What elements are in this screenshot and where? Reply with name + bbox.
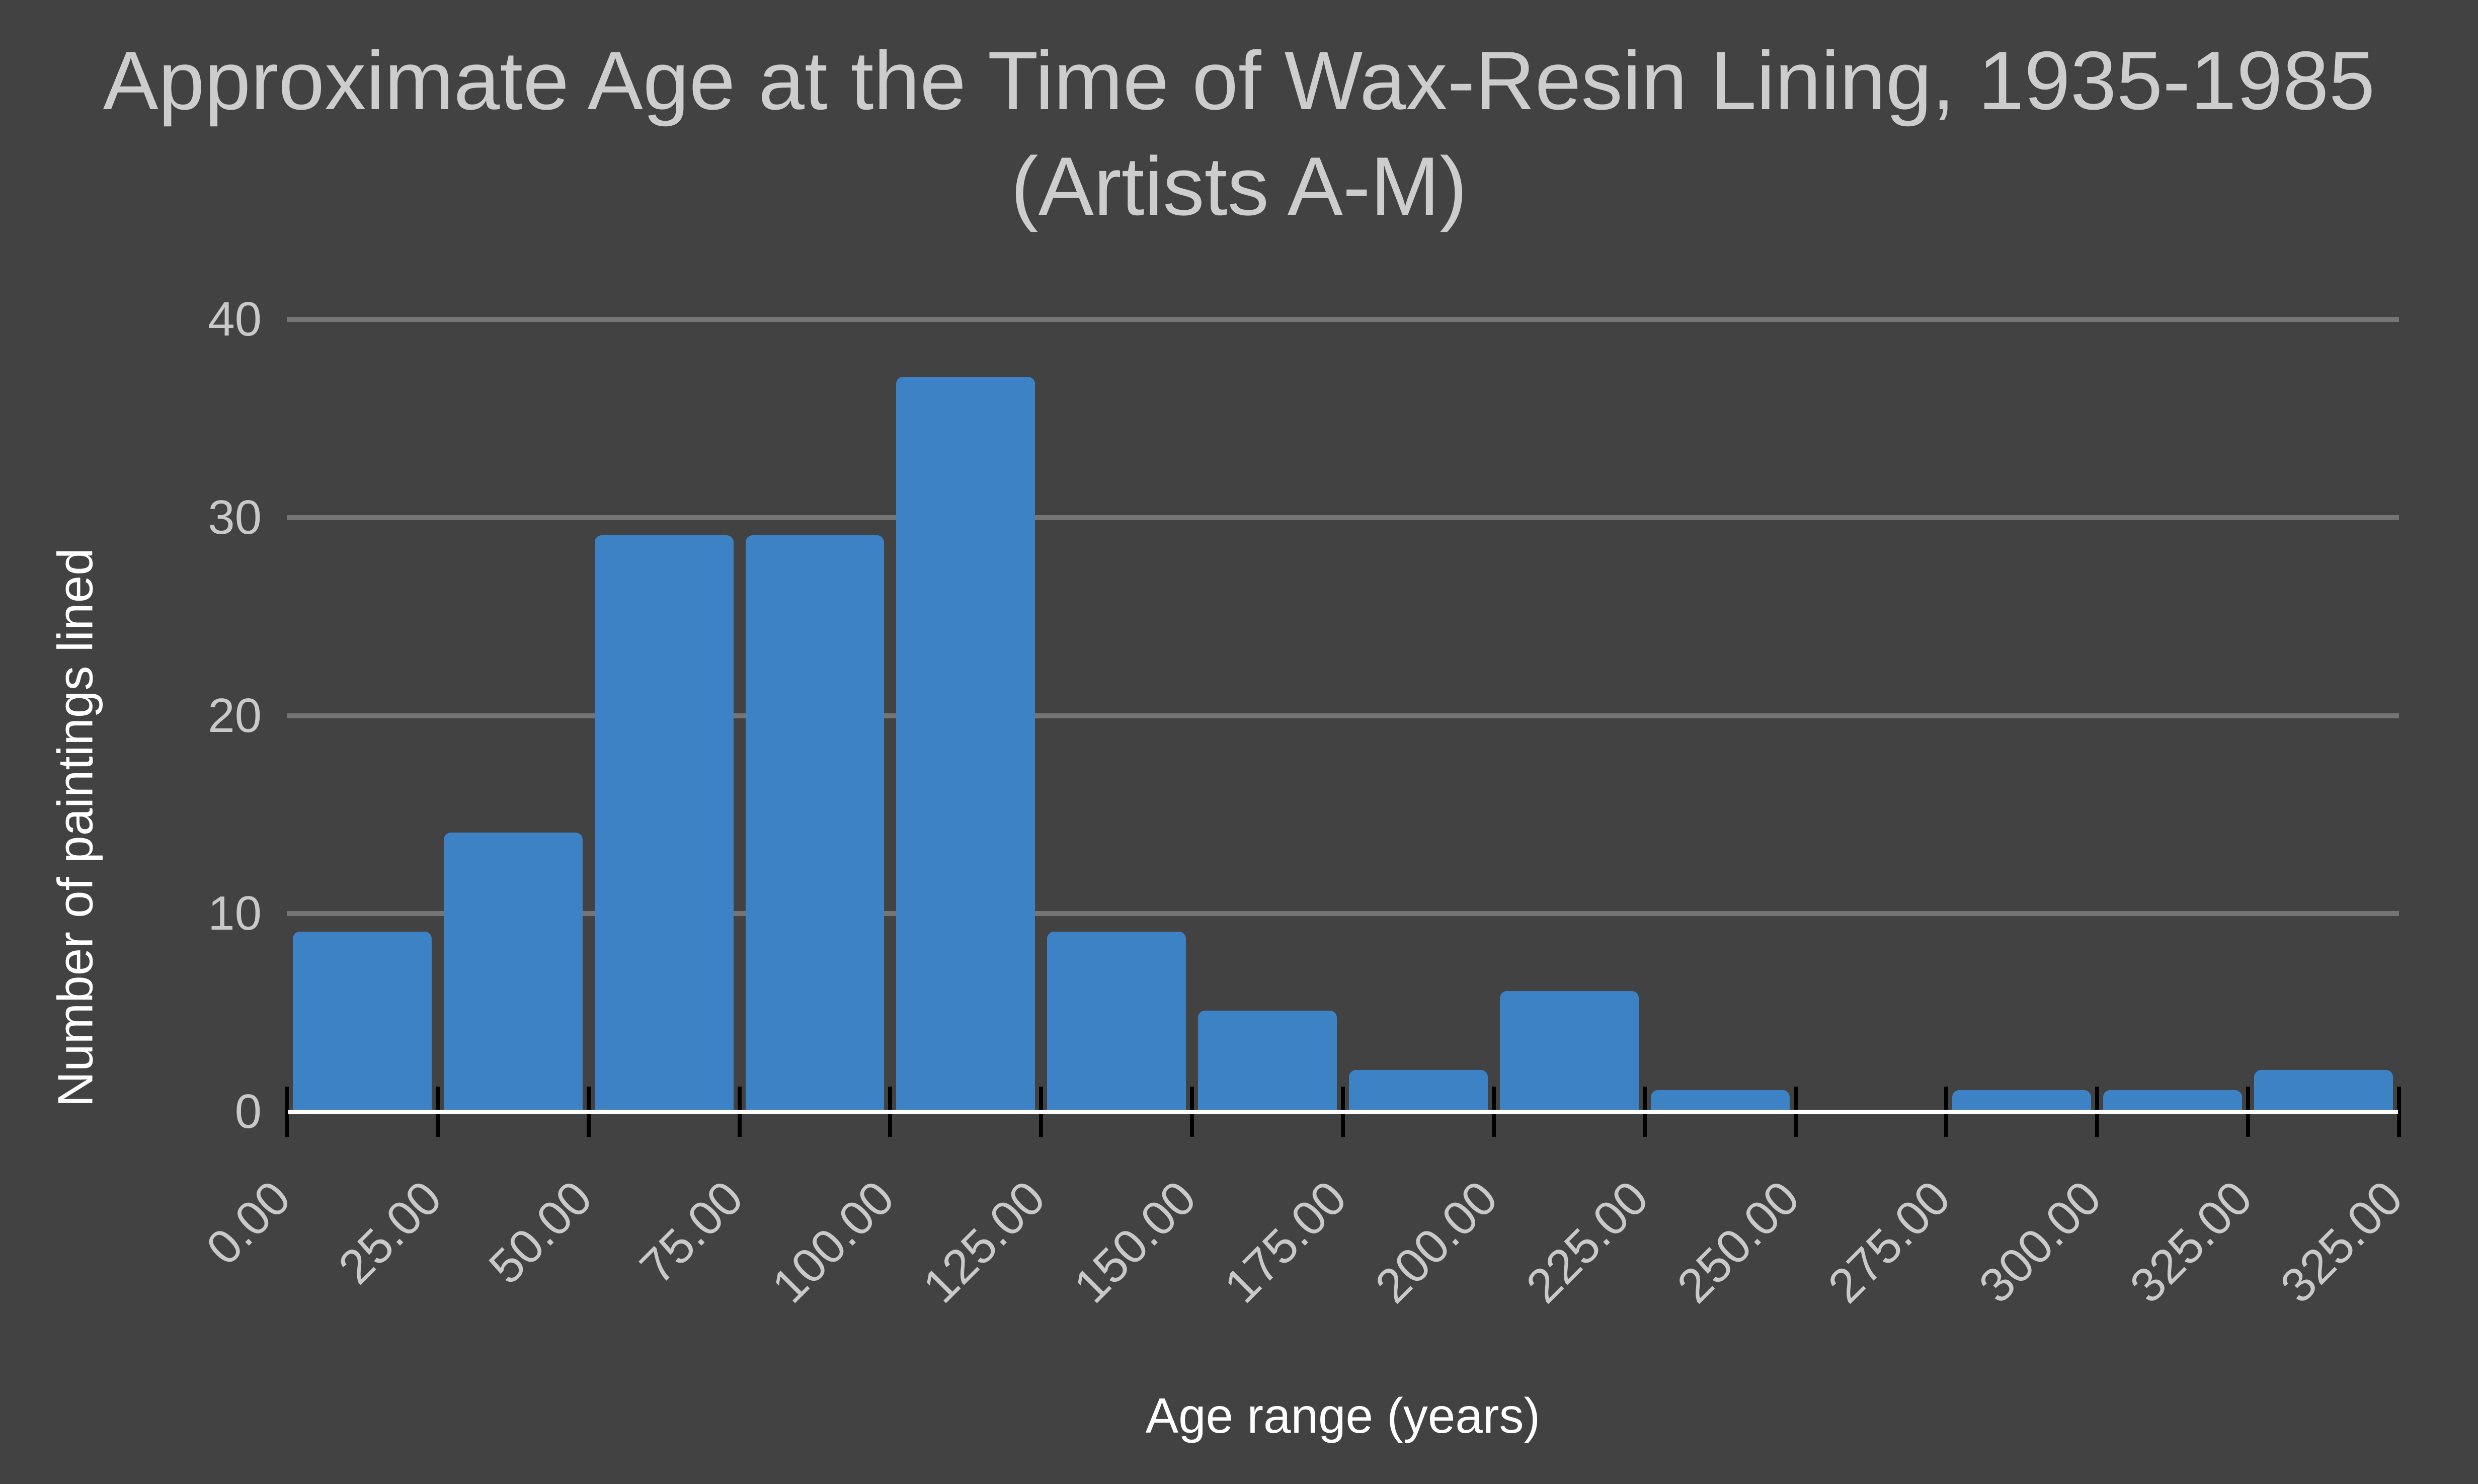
bar	[1650, 1090, 1790, 1110]
x-tick-label: 200.00	[1365, 1171, 1508, 1313]
x-tick-label: 325.00	[2119, 1171, 2262, 1313]
chart-title-line1: Approximate Age at the Time of Wax-Resin…	[103, 34, 2375, 127]
x-tick-label: 275.00	[1817, 1171, 1961, 1313]
x-tick-label: 300.00	[1968, 1171, 2112, 1313]
bar	[896, 377, 1035, 1110]
y-axis-title: Number of paintings lined	[47, 548, 103, 1107]
bar	[293, 931, 432, 1110]
axis-tick	[285, 1087, 289, 1137]
bar	[2254, 1070, 2393, 1110]
y-tick-label: 0	[234, 1085, 262, 1138]
bar	[2103, 1090, 2243, 1110]
gridline	[287, 713, 2399, 718]
x-tick-label: 75.00	[629, 1171, 754, 1294]
x-tick-label: 0.00	[196, 1171, 301, 1275]
y-tick-label: 40	[208, 292, 262, 346]
gridline	[287, 515, 2399, 520]
x-tick-label: 100.00	[761, 1171, 905, 1313]
x-tick-label: 25.00	[328, 1171, 452, 1294]
x-tick-label: 225.00	[1516, 1171, 1659, 1313]
gridline	[287, 911, 2399, 917]
y-tick-label: 20	[208, 688, 262, 743]
axis-tick	[2397, 1087, 2401, 1137]
x-tick-label: 175.00	[1214, 1171, 1357, 1313]
bar	[1047, 931, 1186, 1110]
bar	[443, 832, 583, 1110]
chart-title-line2: (Artists A-M)	[1010, 140, 1468, 232]
x-axis-line	[288, 1110, 2398, 1114]
x-tick-label: 125.00	[912, 1171, 1056, 1313]
bar	[745, 535, 885, 1110]
x-tick-label: 250.00	[1667, 1171, 1810, 1313]
x-tick-label: 150.00	[1063, 1171, 1206, 1313]
bar	[1198, 1011, 1337, 1110]
x-tick-label: 50.00	[479, 1171, 603, 1294]
y-tick-label: 10	[208, 886, 262, 941]
x-axis-title: Age range (years)	[1145, 1388, 1541, 1443]
bar	[1349, 1070, 1488, 1110]
bar	[594, 535, 734, 1110]
chart-title: Approximate Age at the Time of Wax-Resin…	[0, 28, 2478, 239]
gridline	[287, 317, 2399, 322]
x-tick-label: 325.00	[2270, 1171, 2413, 1313]
bar	[1952, 1090, 2092, 1110]
bar	[1499, 991, 1639, 1110]
y-tick-label: 30	[208, 490, 262, 544]
